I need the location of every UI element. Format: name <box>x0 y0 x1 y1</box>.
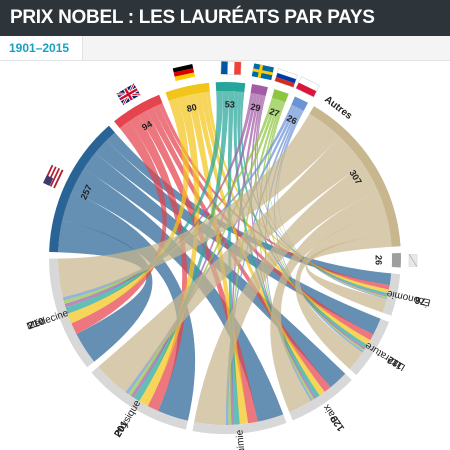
ribbons-layer <box>58 90 392 426</box>
ribbon-usa-chimie <box>71 168 284 422</box>
arc-sweden[interactable] <box>250 84 268 96</box>
arc-usa[interactable] <box>49 125 115 253</box>
ribbon-uk-chimie <box>138 110 258 424</box>
value-label-germany: 80 <box>186 102 198 114</box>
arc-russia[interactable] <box>271 89 289 103</box>
label-economie-value: 76 <box>414 294 428 307</box>
ribbon-uk-physique <box>129 115 188 411</box>
arc-economie[interactable] <box>382 273 401 316</box>
ribbon-autres-medecine <box>58 113 340 298</box>
label-chimie-name: Chimie <box>234 429 248 450</box>
tab-label: 1901–2015 <box>9 41 70 55</box>
ribbon-usa-physique <box>62 191 196 421</box>
arc-litterature[interactable] <box>349 318 389 376</box>
label-chimie-value: 171 <box>236 448 248 450</box>
arc-medecine[interactable] <box>49 258 95 368</box>
arc-france[interactable] <box>215 81 246 93</box>
flag-usa-icon <box>43 164 64 189</box>
small-flag-icon <box>408 254 418 267</box>
arc-uk[interactable] <box>114 94 163 129</box>
tab-bar: 1901–2015 <box>0 36 450 61</box>
page-title: PRIX NOBEL : LES LAURÉATS PAR PAYS <box>10 7 375 28</box>
value-label-small-segment: 26 <box>374 255 384 265</box>
arc-small-segment[interactable] <box>391 253 401 268</box>
value-label-russia: 27 <box>268 106 281 119</box>
ribbon-uk-medecine <box>71 121 167 335</box>
label-medecine-value: 210 <box>27 316 47 332</box>
arc-autres[interactable] <box>309 106 401 247</box>
value-label-poland: 26 <box>285 113 298 126</box>
ribbon-uk-paix <box>146 107 331 392</box>
flag-germany-icon <box>172 63 196 82</box>
ribbon-autres-chimie <box>194 164 379 426</box>
ribbon-usa-economie <box>106 132 392 286</box>
app-header: PRIX NOBEL : LES LAURÉATS PAR PAYS <box>0 0 450 36</box>
arc-paix[interactable] <box>289 373 352 421</box>
flag-russia-icon <box>274 68 298 88</box>
ribbon-autres-paix <box>270 191 386 413</box>
value-label-uk: 94 <box>140 119 154 133</box>
arc-poland[interactable] <box>291 96 308 111</box>
flag-france-icon <box>220 61 242 76</box>
flag-poland-icon <box>295 76 320 98</box>
arcs-layer <box>49 81 401 435</box>
ribbon-germany-medecine <box>67 97 189 324</box>
arc-chimie[interactable] <box>192 414 287 435</box>
flags-layer <box>43 61 418 267</box>
ribbon-autres-physique <box>98 136 364 393</box>
tab-period-1901-2015[interactable]: 1901–2015 <box>0 36 83 60</box>
arc-germany[interactable] <box>165 82 210 101</box>
value-label-sweden: 29 <box>250 102 262 114</box>
flag-sweden-icon <box>251 63 274 81</box>
value-label-france: 53 <box>225 99 235 109</box>
ribbon-russia-litterature <box>265 101 365 352</box>
flag-uk-icon <box>116 83 141 106</box>
ribbon-autres-economie <box>305 233 392 313</box>
arc-physique[interactable] <box>91 366 188 430</box>
ribbon-usa-litterature <box>95 140 381 335</box>
